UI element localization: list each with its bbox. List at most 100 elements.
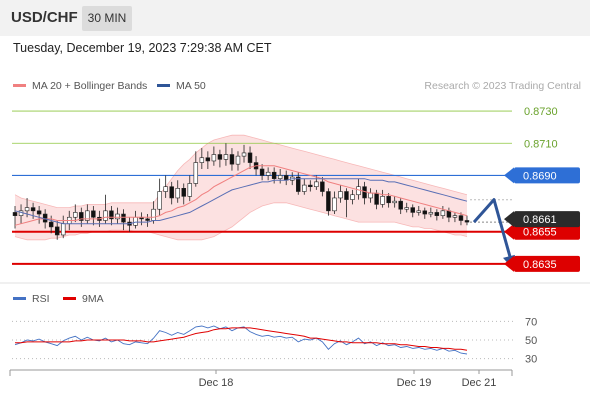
candle-body xyxy=(30,207,36,212)
candle xyxy=(85,204,90,224)
candle xyxy=(338,185,343,203)
candle-body xyxy=(314,181,319,187)
candle xyxy=(223,143,229,166)
credit: Research © 2023 Trading Central xyxy=(424,80,581,92)
candle-body xyxy=(434,212,440,216)
candle-body xyxy=(326,191,331,212)
time-label-2: Dec 21 xyxy=(462,377,497,389)
candle xyxy=(410,204,415,218)
support-tag-3-text: 0.8655 xyxy=(523,227,557,239)
last-price-tag: 0.8661 xyxy=(504,211,580,228)
candle-body xyxy=(163,186,168,192)
ma50-swatch xyxy=(157,83,170,87)
candle xyxy=(434,209,440,221)
candle xyxy=(12,206,18,229)
candle xyxy=(277,169,283,184)
candle-body xyxy=(392,200,397,204)
support-tag-4-pointer xyxy=(504,255,514,272)
candle-body xyxy=(380,196,385,205)
candle-body xyxy=(241,152,247,157)
candle-body xyxy=(211,154,217,162)
candle-body xyxy=(277,175,283,179)
candle xyxy=(422,207,428,219)
candle-body xyxy=(133,216,138,226)
candle xyxy=(428,207,434,218)
candle xyxy=(175,180,180,203)
ma9-swatch xyxy=(63,296,76,300)
legend-9ma: 9MA xyxy=(63,293,104,305)
candle-body xyxy=(36,210,42,215)
candle xyxy=(404,202,409,213)
candle-body xyxy=(259,168,265,176)
candle xyxy=(157,178,162,216)
candle xyxy=(91,206,96,226)
pivot-tag: 0.8690 xyxy=(504,167,580,184)
resistance-label-0: 0.8730 xyxy=(524,106,558,118)
candle xyxy=(54,220,60,240)
candle-body xyxy=(332,197,337,212)
candle-body xyxy=(422,210,428,215)
candle-body xyxy=(271,171,277,179)
candle-body xyxy=(302,184,307,192)
candle xyxy=(350,189,355,205)
candle xyxy=(380,189,385,208)
candle xyxy=(416,206,422,216)
candle-body xyxy=(115,213,120,220)
candle-body xyxy=(24,207,30,212)
candle-body xyxy=(54,226,60,236)
candle xyxy=(199,148,205,169)
legend-ma20: MA 20 + Bollinger Bands xyxy=(13,80,147,92)
legend-ma50: MA 50 xyxy=(157,80,206,92)
ma20-line xyxy=(14,165,468,226)
candle xyxy=(217,149,223,168)
rsi-tick-30: 30 xyxy=(525,354,537,366)
candle-body xyxy=(175,188,180,199)
candle xyxy=(121,209,126,231)
candle xyxy=(181,183,186,205)
candle xyxy=(259,164,265,181)
candle-body xyxy=(187,183,193,197)
candle xyxy=(163,175,168,198)
candle xyxy=(458,212,464,226)
candle-body xyxy=(428,212,434,215)
candle xyxy=(265,167,271,181)
candle xyxy=(103,194,108,224)
candle-body xyxy=(199,157,205,163)
candle-body xyxy=(85,210,90,221)
candle-body xyxy=(79,212,84,221)
candle-body xyxy=(374,192,379,205)
support-tag-4-box xyxy=(514,255,580,272)
candle-body xyxy=(91,210,96,218)
candle xyxy=(187,175,193,202)
candle-body xyxy=(464,220,470,223)
candle xyxy=(247,146,253,169)
candle-body xyxy=(229,154,235,165)
candle xyxy=(145,214,150,227)
pivot-tag-pointer xyxy=(504,167,514,184)
candle xyxy=(452,212,458,223)
candle-body xyxy=(398,200,403,210)
support-tag-4: 0.8635 xyxy=(504,255,580,272)
candle-body xyxy=(247,152,253,163)
candle-body xyxy=(265,171,271,176)
candle-body xyxy=(440,210,446,216)
candle xyxy=(211,146,217,166)
rsi-series-9ma xyxy=(15,327,468,351)
candle-body xyxy=(103,210,108,221)
candle-body xyxy=(217,154,223,160)
candle-body xyxy=(223,154,229,160)
candle-body xyxy=(416,210,422,213)
candle xyxy=(386,193,391,208)
resistance-label-1: 0.8710 xyxy=(524,138,558,150)
bb-upper-line xyxy=(14,134,468,209)
candle xyxy=(314,175,319,190)
timeframe-button[interactable]: 30 MIN xyxy=(82,6,132,31)
candle xyxy=(464,215,470,226)
candle xyxy=(326,188,331,216)
candle-body xyxy=(109,210,114,220)
candle-body xyxy=(320,181,325,192)
candle-body xyxy=(12,212,18,216)
candle xyxy=(392,196,397,208)
candle xyxy=(332,191,337,215)
